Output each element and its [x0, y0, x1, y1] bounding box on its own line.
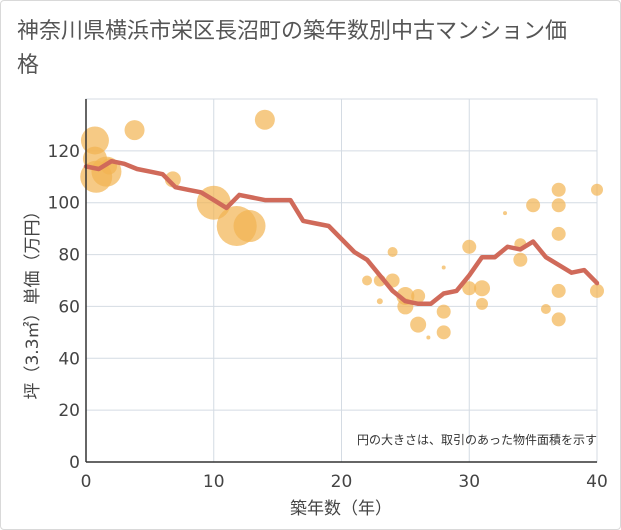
bubble-point [410, 316, 427, 333]
bubble-point [526, 198, 541, 213]
y-axis-title: 坪（3.3㎡）単価（万円） [23, 202, 43, 399]
bubble-point [462, 281, 477, 296]
bubble-point [513, 252, 528, 267]
trend-line-series [83, 158, 600, 307]
y-tick-label: 60 [58, 297, 80, 317]
chart-title: 神奈川県横浜市栄区長沼町の築年数別中古マンション価格 [17, 19, 568, 78]
bubble-point [426, 335, 431, 340]
bubble-point [387, 246, 398, 257]
bubble-point [551, 226, 566, 241]
y-tick-label: 20 [58, 401, 80, 421]
bubble-point [551, 283, 566, 298]
trend-line [83, 158, 600, 307]
bubble-point [441, 265, 446, 270]
bubble-point [436, 304, 451, 319]
bubble-point [124, 120, 145, 141]
x-tick-label: 10 [203, 472, 225, 492]
bubble-point [436, 325, 451, 340]
grid [85, 98, 598, 463]
bubble-point [80, 126, 109, 155]
bubble-point [551, 182, 566, 197]
x-axis-title: 築年数（年） [290, 499, 392, 519]
bubble-point [411, 289, 426, 304]
bubble-point [551, 312, 566, 327]
x-tick-label: 0 [81, 472, 92, 492]
bubble-point [540, 304, 551, 315]
y-tick-label: 120 [48, 142, 80, 162]
y-tick-label: 0 [69, 453, 80, 473]
bubble-point [376, 298, 383, 305]
x-tick-label: 20 [331, 472, 353, 492]
bubble-point [462, 239, 477, 254]
y-tick-label: 100 [48, 194, 80, 214]
bubble-point [590, 283, 604, 298]
bubble-point [503, 211, 508, 216]
bubble-point [476, 297, 489, 310]
x-tick-label: 40 [586, 472, 608, 492]
y-tick-label: 40 [58, 349, 80, 369]
bubble-point [362, 275, 373, 286]
bubble-point [254, 109, 275, 130]
bubble-point [591, 183, 603, 196]
bubble-point [551, 198, 566, 213]
bubble-point [474, 280, 491, 297]
bubble-point [233, 210, 266, 243]
y-tick-label: 80 [58, 246, 80, 266]
x-tick-label: 30 [458, 472, 480, 492]
axes: 0 20 40 60 80 100 120 0 10 20 30 40 [48, 99, 608, 492]
bubble-size-note: 円の大きさは、取引のあった物件面積を示す [357, 432, 597, 447]
